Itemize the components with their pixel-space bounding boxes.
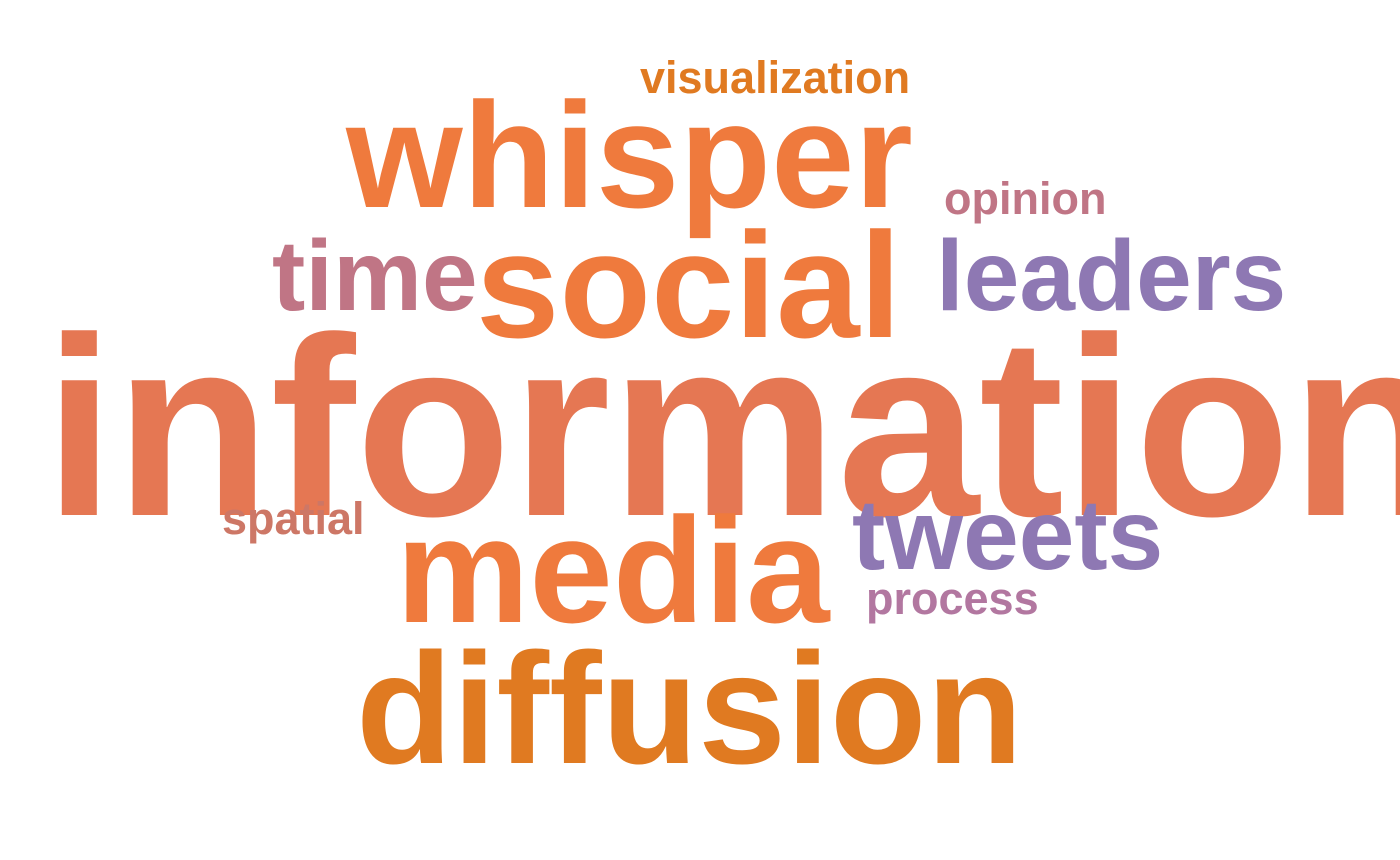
word-social: social (476, 201, 902, 369)
word-tweets: tweets (852, 479, 1164, 591)
word-opinion: opinion (944, 173, 1107, 224)
word-media: media (396, 486, 830, 654)
word-time: time (272, 220, 478, 332)
word-diffusion: diffusion (356, 621, 1023, 797)
word-visualization: visualization (640, 52, 911, 103)
word-whisper: whisper (346, 71, 913, 239)
word-spatial: spatial (222, 493, 365, 544)
word-leaders: leaders (936, 220, 1287, 332)
word-process: process (866, 573, 1039, 624)
word-information: information (44, 285, 1400, 570)
